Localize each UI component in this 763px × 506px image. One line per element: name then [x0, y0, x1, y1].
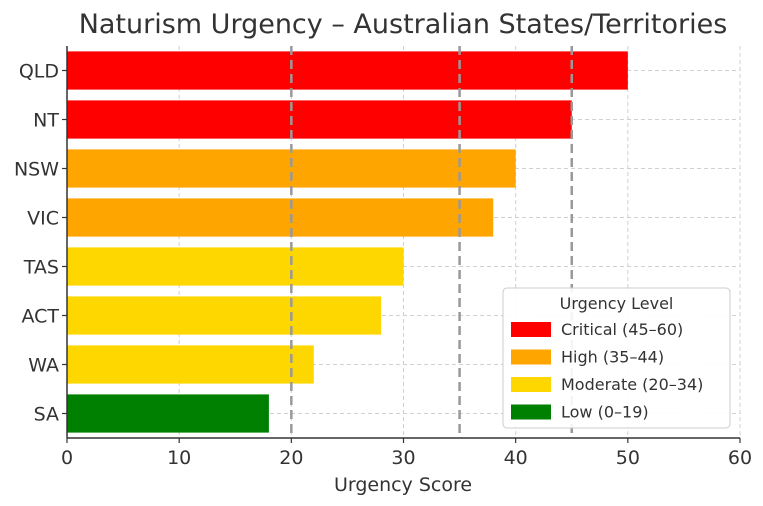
x-tick-label: 50 — [616, 447, 640, 469]
bar-act — [67, 296, 382, 335]
x-tick-label: 10 — [167, 447, 191, 469]
legend: Urgency Level Critical (45–60) High (35–44… — [502, 287, 731, 429]
x-tick-label: 40 — [504, 447, 528, 469]
bar-wa — [67, 345, 314, 384]
bar-vic — [67, 198, 494, 237]
bar-sa — [67, 394, 269, 433]
legend-swatch — [511, 349, 551, 365]
legend-label: Low (0–19) — [561, 403, 649, 422]
x-tick-label: 0 — [61, 447, 73, 469]
bar-qld — [67, 51, 628, 90]
y-tick-label: NSW — [14, 159, 59, 181]
x-tick-label: 30 — [391, 447, 415, 469]
y-tick-label: SA — [34, 404, 59, 426]
legend-label: High (35–44) — [561, 348, 664, 367]
y-tick-label: ACT — [21, 306, 59, 328]
axes — [62, 46, 741, 443]
legend-swatch — [511, 322, 551, 337]
y-tick-label: TAS — [23, 257, 59, 279]
legend-title: Urgency Level — [560, 294, 674, 313]
y-tick-label: WA — [28, 355, 59, 377]
x-tick-label: 60 — [728, 447, 752, 469]
bars — [67, 51, 628, 433]
legend-box — [502, 287, 731, 429]
x-axis-label: Urgency Score — [334, 474, 472, 496]
bar-nt — [67, 100, 572, 139]
y-tick-label: QLD — [19, 61, 59, 83]
bar-tas — [67, 247, 404, 286]
x-tick-label: 20 — [279, 447, 303, 469]
legend-swatch — [511, 377, 551, 392]
y-tick-label: NT — [33, 110, 59, 132]
bar-nsw — [67, 149, 516, 188]
y-tick-label: VIC — [27, 208, 59, 230]
chart-title: Naturism Urgency – Australian States/Ter… — [79, 9, 728, 40]
tick-labels: 0 10 20 30 40 50 60 QLD NT NSW VIC TAS ACT WA SA — [14, 61, 752, 470]
legend-label: Critical (45–60) — [561, 320, 683, 339]
legend-label: Moderate (20–34) — [561, 375, 703, 394]
legend-swatch — [511, 404, 551, 420]
